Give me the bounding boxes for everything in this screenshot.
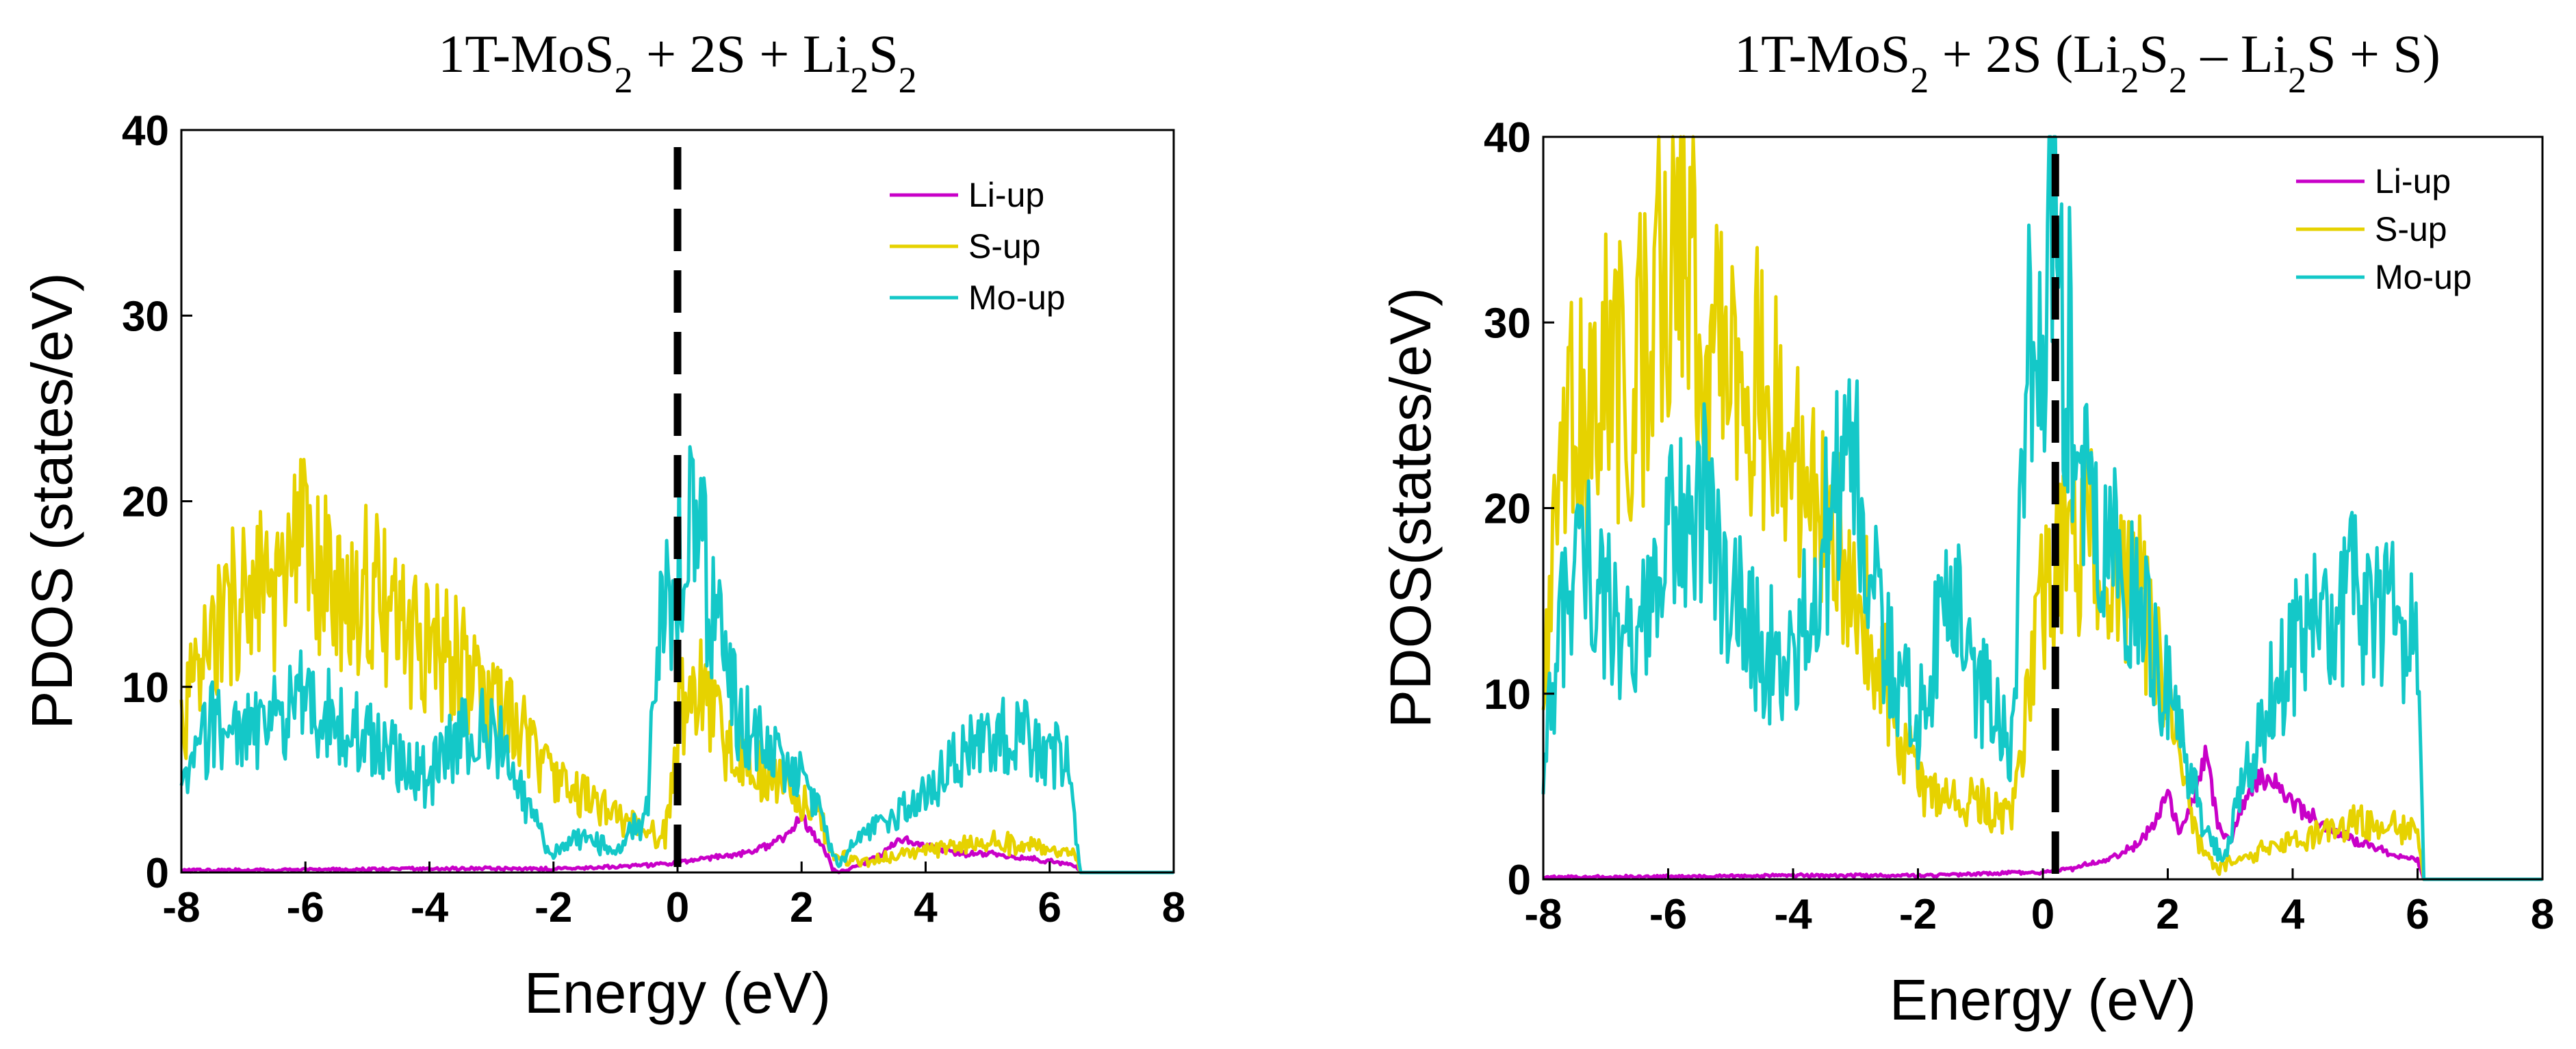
left-legend-label-s: S-up [968, 227, 1041, 266]
left-series-s-up-line [179, 458, 1174, 875]
right-legend-label-mo: Mo-up [2375, 258, 2472, 296]
left-x-tick-label: 8 [1162, 884, 1185, 931]
left-y-tick-label: 40 [122, 107, 169, 155]
right-title-sub4: 2 [2288, 60, 2306, 101]
left-x-tick-label: 4 [914, 884, 938, 931]
left-x-tick-label: -8 [162, 884, 200, 931]
left-legend-label-li: Li-up [968, 176, 1044, 214]
left-y-tick-label: 0 [146, 850, 169, 897]
left-x-tick-label: -6 [287, 884, 324, 931]
left-chart-title: 1T-MoS2 + 2S + Li2S2 [438, 24, 916, 101]
right-panel: 1T-MoS2 + 2S (Li2S2 – Li2S + S) -8 -6 -4 -2… [1378, 24, 2554, 1032]
right-title-c: S [2139, 24, 2168, 83]
left-y-tick-label: 20 [122, 479, 169, 526]
right-title-sub2: 2 [2120, 60, 2139, 101]
left-title-b: + 2S + Li [633, 24, 851, 83]
right-title-sub1: 2 [1910, 60, 1929, 101]
left-title-sub3: 2 [899, 60, 917, 101]
right-legend-label-li: Li-up [2375, 162, 2451, 200]
left-ticks-group: -8 -6 -4 -2 0 2 4 6 8 0 10 20 30 40 [122, 107, 1185, 931]
right-y-tick-label: 0 [1508, 857, 1531, 904]
right-x-tick-label: 2 [2156, 891, 2179, 938]
right-y-tick-label: 10 [1484, 671, 1531, 718]
left-x-axis-label: Energy (eV) [524, 961, 831, 1025]
left-y-tick-label: 30 [122, 293, 169, 340]
left-title-c: S [868, 24, 898, 83]
right-x-tick-label: 8 [2531, 891, 2554, 938]
left-title-sub2: 2 [850, 60, 868, 101]
right-chart-title: 1T-MoS2 + 2S (Li2S2 – Li2S + S) [1734, 24, 2440, 101]
right-x-tick-label: -6 [1649, 891, 1687, 938]
right-y-axis-label: PDOS(states/eV) [1378, 287, 1443, 728]
left-x-tick-label: -4 [411, 884, 449, 931]
right-series-mo-up-line [1541, 135, 2543, 881]
left-y-axis-label: PDOS (states/eV) [20, 272, 84, 729]
right-x-tick-label: -4 [1774, 891, 1812, 938]
left-x-tick-label: 2 [790, 884, 813, 931]
right-title-b: + 2S (Li [1929, 24, 2120, 83]
left-title-a: 1T-MoS [438, 24, 614, 83]
right-title-sub3: 2 [2169, 60, 2187, 101]
left-x-tick-label: -2 [534, 884, 572, 931]
right-y-tick-label: 30 [1484, 300, 1531, 347]
left-panel: 1T-MoS2 + 2S + Li2S2 -8 -6 -4 -2 0 2 4 6 8010203… [20, 24, 1185, 1025]
left-legend-label-mo: Mo-up [968, 279, 1066, 317]
right-x-tick-label: -2 [1899, 891, 1937, 938]
right-series-s-up-line [1541, 135, 2543, 881]
right-ticks-group: -8 -6 -4 -2 0 2 4 6 8 0 10 20 30 40 [1484, 114, 2554, 938]
right-y-tick-label: 40 [1484, 114, 1531, 161]
left-x-tick-label: 0 [666, 884, 689, 931]
left-x-tick-label: 6 [1038, 884, 1061, 931]
right-x-axis-label: Energy (eV) [1890, 968, 2196, 1032]
left-title-sub1: 2 [615, 60, 633, 101]
right-x-tick-label: 6 [2406, 891, 2429, 938]
right-title-a: 1T-MoS [1734, 24, 1910, 83]
right-x-tick-label: -8 [1524, 891, 1562, 938]
right-title-d: – Li [2187, 24, 2288, 83]
left-y-tick-label: 10 [122, 664, 169, 712]
right-x-tick-label: 0 [2031, 891, 2055, 938]
right-title-e: S + S) [2306, 24, 2440, 83]
left-legend: Li-up S-up Mo-up [890, 176, 1066, 317]
right-x-tick-label: 4 [2281, 891, 2305, 938]
right-legend-label-s: S-up [2375, 210, 2447, 248]
right-legend: Li-up S-up Mo-up [2296, 162, 2472, 296]
right-y-tick-label: 20 [1484, 486, 1531, 533]
